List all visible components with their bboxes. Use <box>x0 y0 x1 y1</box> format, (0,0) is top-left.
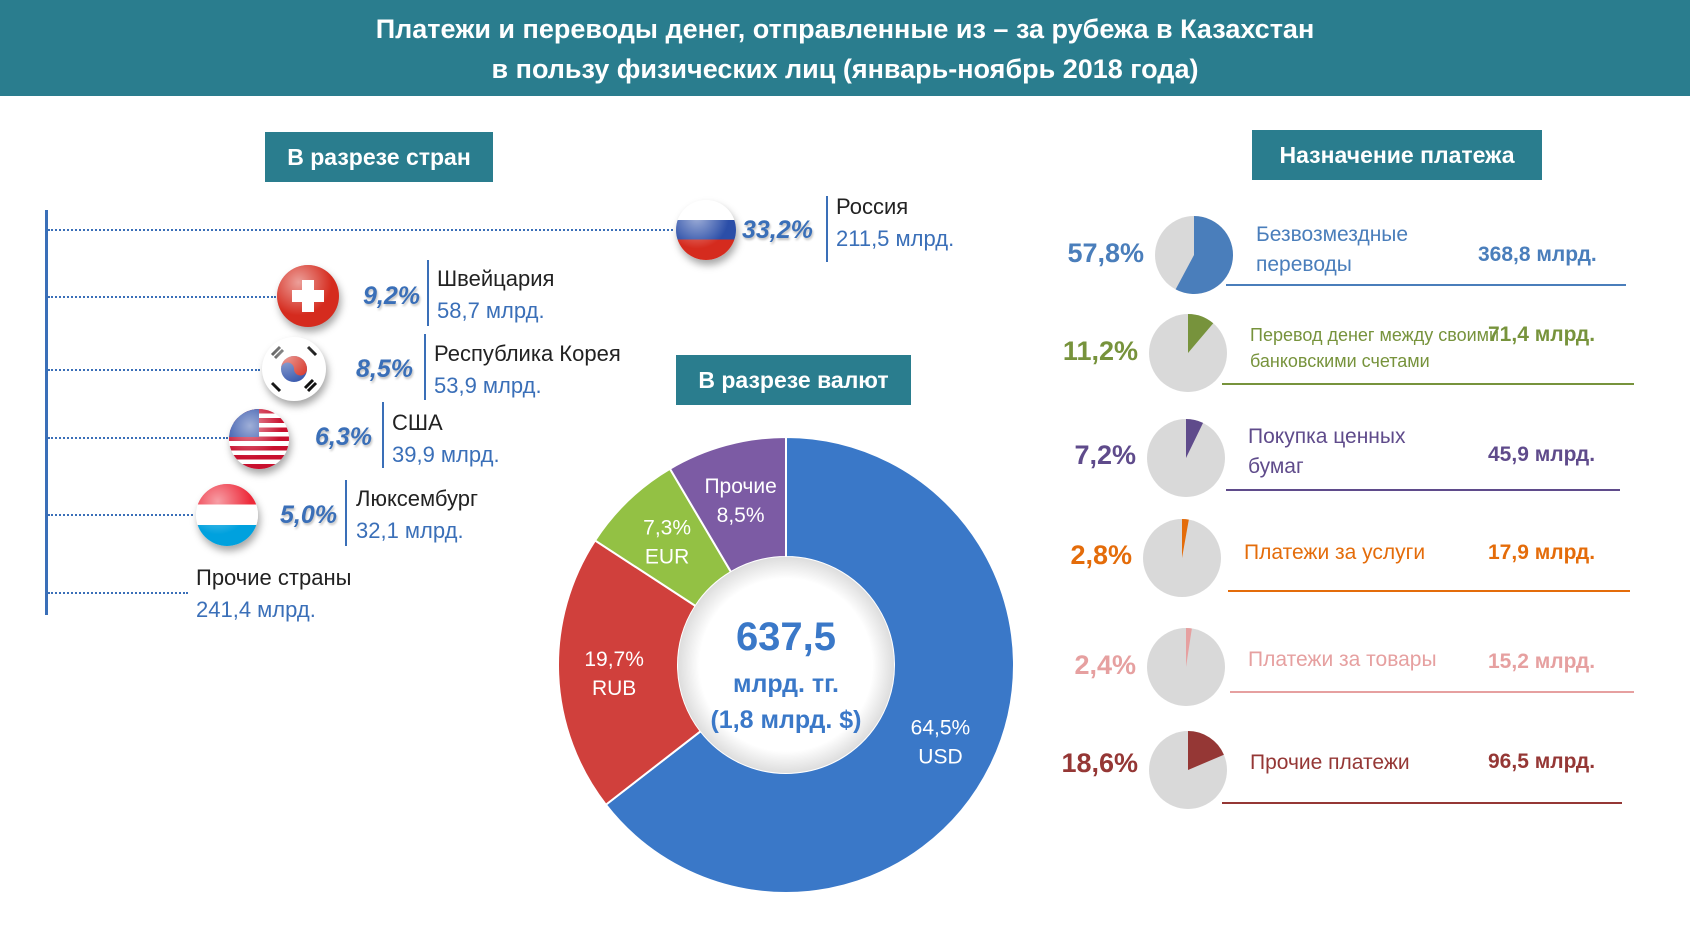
donut-label-eur-a: 7,3% <box>643 517 691 540</box>
purpose-share: 2,4% <box>1074 650 1136 680</box>
purpose-underline <box>1222 802 1622 804</box>
purpose-underline <box>1226 284 1626 286</box>
country-name: Прочие страны <box>196 565 352 590</box>
purpose-section-label: Назначение платежа <box>1252 130 1542 180</box>
donut-unit: млрд. тг. <box>733 670 839 698</box>
country-share: 33,2% <box>742 216 813 244</box>
purpose-label: Прочие платежи <box>1250 751 1410 774</box>
donut-label-прочие-a: Прочие <box>704 475 776 498</box>
purpose-amount: 71,4 млрд. <box>1488 323 1596 346</box>
russia-flag-icon <box>676 200 736 260</box>
country-amount: 39,9 млрд. <box>392 442 500 467</box>
usa-flag-icon <box>229 409 289 469</box>
donut-label-usd-b: USD <box>918 746 962 769</box>
purpose-mini-pie <box>1147 628 1225 706</box>
switzerland-leader-line <box>48 296 276 298</box>
purpose-label: Платежи за услуги <box>1244 541 1426 564</box>
purpose-amount: 17,9 млрд. <box>1488 541 1596 564</box>
purpose-underline <box>1222 383 1634 385</box>
mini-pie-slice <box>1188 731 1224 770</box>
korea-flag-icon <box>262 337 326 401</box>
luxembourg-leader-line <box>48 514 193 516</box>
purpose-underline <box>1230 691 1634 693</box>
mini-pie-slice <box>1188 314 1214 353</box>
purpose-mini-pie <box>1149 314 1227 392</box>
donut-label-usd-a: 64,5% <box>911 717 971 740</box>
separator <box>424 334 426 400</box>
donut-usd: (1,8 млрд. $) <box>710 706 861 734</box>
country-share: 9,2% <box>363 282 420 310</box>
country-name: Швейцария <box>437 266 555 291</box>
mini-pie-slice <box>1182 519 1189 558</box>
purpose-share: 11,2% <box>1062 336 1138 366</box>
purpose-underline <box>1228 590 1630 592</box>
separator <box>826 196 828 262</box>
purpose-label: Покупка ценных бумаг <box>1248 425 1406 478</box>
purpose-amount: 368,8 млрд. <box>1478 243 1597 266</box>
separator <box>427 260 429 326</box>
mini-pie-slice <box>1175 216 1233 294</box>
page-title: Платежи и переводы денег, отправленные и… <box>0 0 1690 96</box>
country-share: 5,0% <box>280 501 337 529</box>
title-line-1: Платежи и переводы денег, отправленные и… <box>375 14 1315 44</box>
korea-leader-line <box>48 369 260 371</box>
purpose-mini-pie <box>1155 216 1233 294</box>
mini-pie-slice <box>1186 628 1192 667</box>
mini-pie-slice <box>1186 419 1204 458</box>
purpose-mini-pie <box>1143 519 1221 597</box>
purpose-mini-pie <box>1147 419 1225 497</box>
others-leader-line <box>48 592 188 594</box>
purpose-share: 57,8% <box>1067 238 1144 268</box>
donut-hole <box>678 557 894 773</box>
purpose-amount: 45,9 млрд. <box>1488 443 1596 466</box>
purpose-underline <box>1226 489 1620 491</box>
donut-label-rub-a: 19,7% <box>584 648 644 671</box>
purpose-label: Безвозмездные переводы <box>1256 223 1409 276</box>
countries-section-label: В разрезе стран <box>265 132 493 182</box>
purpose-amount: 96,5 млрд. <box>1488 750 1596 773</box>
country-name: США <box>392 410 443 435</box>
countries-axis-line <box>45 210 48 615</box>
country-share: 8,5% <box>356 355 413 383</box>
currencies-section-label: В разрезе валют <box>676 355 911 405</box>
country-amount: 241,4 млрд. <box>196 597 316 622</box>
title-line-2: в пользу физических лиц (январь-ноябрь 2… <box>491 54 1199 84</box>
country-amount: 211,5 млрд. <box>836 226 955 251</box>
donut-label-прочие-b: 8,5% <box>717 504 765 527</box>
purpose-label: Платежи за товары <box>1248 648 1437 671</box>
country-name: Республика Корея <box>434 341 621 366</box>
donut-total: 637,5 <box>736 615 836 659</box>
donut-label-rub-b: RUB <box>592 677 636 700</box>
purpose-mini-pie <box>1149 731 1227 809</box>
purpose-label: Перевод денег между своими банковскими с… <box>1250 325 1500 371</box>
separator <box>345 480 347 546</box>
donut-label-eur-b: EUR <box>645 546 689 569</box>
luxembourg-flag-icon <box>196 484 258 546</box>
switzerland-flag-icon <box>277 265 339 327</box>
country-share: 6,3% <box>315 423 372 451</box>
usa-leader-line <box>48 437 228 439</box>
russia-leader-line <box>48 229 673 231</box>
country-name: Люксембург <box>356 486 479 511</box>
separator <box>382 402 384 468</box>
purpose-amount: 15,2 млрд. <box>1488 650 1596 673</box>
country-amount: 58,7 млрд. <box>437 298 545 323</box>
country-amount: 32,1 млрд. <box>356 518 464 543</box>
purpose-share: 18,6% <box>1061 748 1138 778</box>
country-amount: 53,9 млрд. <box>434 373 542 398</box>
purpose-share: 2,8% <box>1070 540 1132 570</box>
purpose-share: 7,2% <box>1074 440 1136 470</box>
country-name: Россия <box>836 194 909 219</box>
